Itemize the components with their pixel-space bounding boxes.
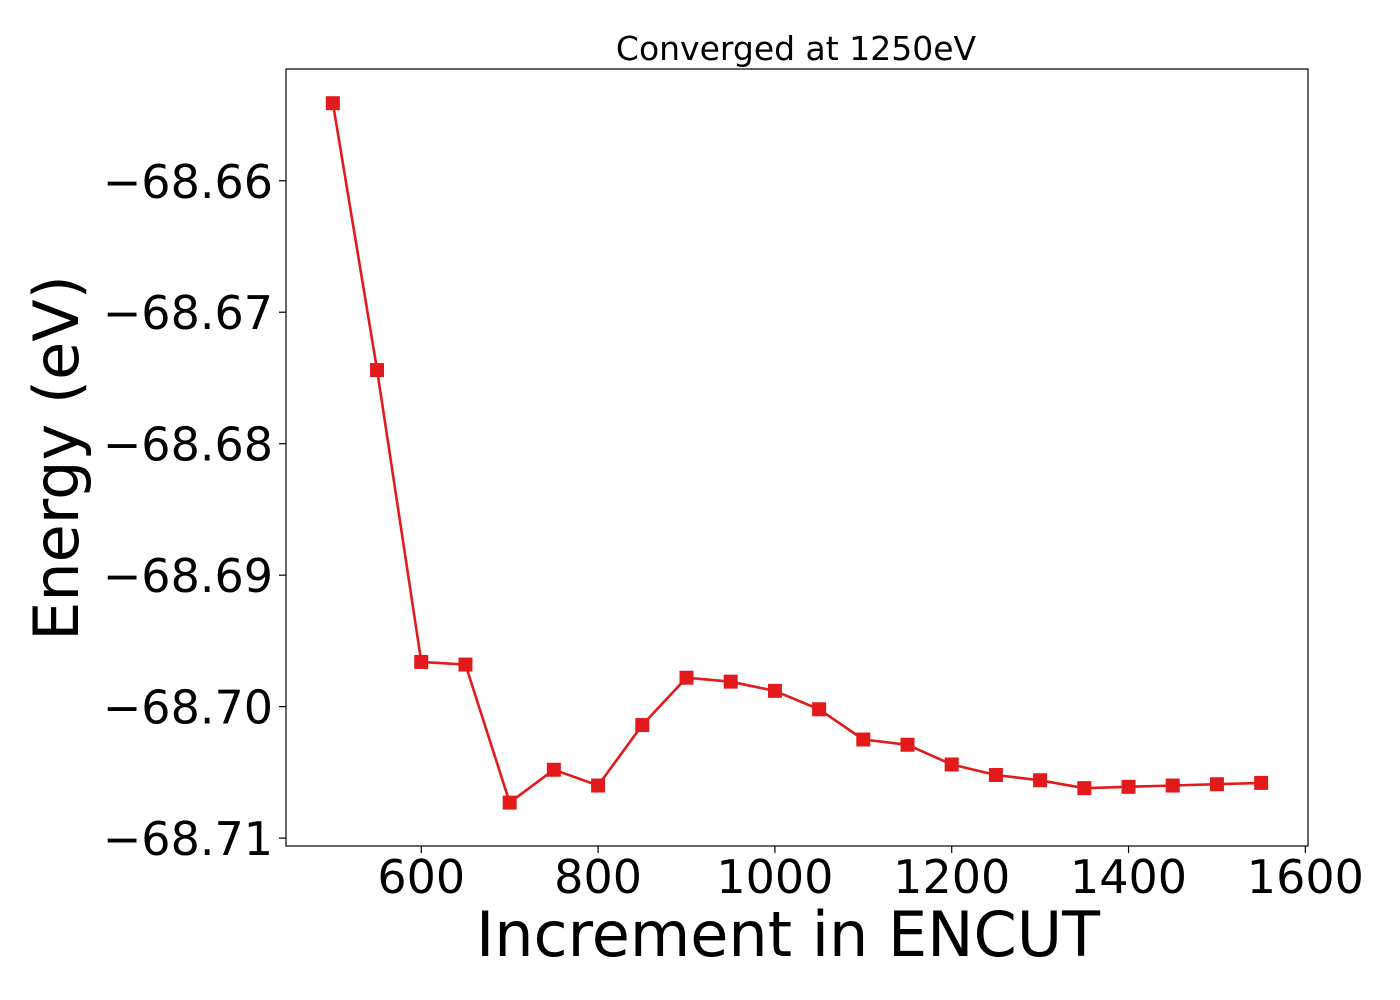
y-tick-label: −68.66 — [103, 155, 273, 209]
data-point-marker — [856, 732, 871, 747]
data-point-marker — [1077, 781, 1092, 796]
data-point-marker — [546, 762, 561, 777]
axis-ticks: 600 800 1000 1200 1400 1600 −68.66 −68.67 −68.68… — [103, 155, 1364, 904]
x-axis-label: Increment in ENCUT — [476, 898, 1101, 971]
plot-area-frame — [285, 68, 1309, 847]
data-point-marker — [458, 657, 473, 672]
data-point-marker — [1033, 773, 1048, 788]
y-tick-label: −68.71 — [103, 812, 273, 866]
data-point-marker — [635, 718, 650, 733]
x-tick-label: 1600 — [1247, 850, 1364, 904]
data-point-marker — [370, 363, 385, 378]
data-point-marker — [767, 683, 782, 698]
y-tick-label: −68.69 — [103, 549, 273, 603]
x-tick-label: 1000 — [716, 850, 833, 904]
chart-title: Converged at 1250eV — [616, 29, 977, 68]
y-tick-label: −68.67 — [103, 286, 273, 340]
y-tick-label: −68.68 — [103, 418, 273, 472]
data-point-marker — [944, 757, 959, 772]
data-point-marker — [1254, 775, 1269, 790]
data-point-marker — [502, 795, 517, 810]
data-point-marker — [1165, 778, 1180, 793]
y-axis-label: Energy (eV) — [20, 275, 93, 641]
data-point-marker — [414, 654, 429, 669]
data-point-marker — [812, 702, 827, 717]
data-point-marker — [1209, 777, 1224, 792]
data-point-marker — [1121, 779, 1136, 794]
x-tick-label: 600 — [377, 850, 465, 904]
y-tick-label: −68.70 — [103, 681, 273, 735]
series-line — [331, 102, 1262, 804]
x-tick-label: 800 — [554, 850, 642, 904]
data-series — [325, 96, 1269, 810]
x-tick-label: 1400 — [1070, 850, 1187, 904]
data-point-marker — [900, 737, 915, 752]
x-tick-label: 1200 — [893, 850, 1010, 904]
data-point-marker — [325, 96, 340, 111]
data-point-marker — [591, 778, 606, 793]
data-point-marker — [988, 768, 1003, 783]
data-point-marker — [723, 674, 738, 689]
data-point-marker — [679, 670, 694, 685]
